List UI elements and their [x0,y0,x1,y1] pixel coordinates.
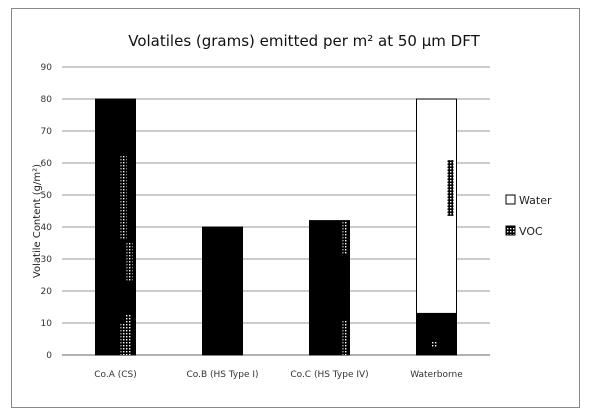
legend-label-water: Water [519,194,552,207]
x-tick-labels: Co.A (CS) Co.B (HS Type I) Co.C (HS Type I… [94,370,463,380]
legend-swatch-voc [505,225,516,236]
y-tick-label: 20 [41,287,53,297]
y-tick-label: 0 [46,351,52,361]
y-axis-label: Volatile Content (g/m²) [32,164,43,278]
bar-texture [431,340,438,348]
legend-label-voc: VOC [519,225,543,238]
y-tick-label: 50 [41,191,53,201]
y-tick-label: 40 [41,223,53,233]
bar-texture [342,320,347,355]
bar-texture [447,160,454,216]
legend: Water VOC [505,194,552,238]
y-tick-label: 70 [41,127,53,137]
bars [95,98,457,356]
bar-voc-2 [202,226,243,356]
x-tick-label: Co.A (CS) [94,370,137,380]
bar-texture [120,323,127,355]
chart-frame: Volatiles (grams) emitted per m² at 50 µ… [11,8,580,408]
x-tick-label: Co.B (HS Type I) [186,370,258,380]
bar-texture [124,314,131,355]
chart-title: Volatiles (grams) emitted per m² at 50 µ… [128,32,480,50]
y-tick-label: 60 [41,159,53,169]
bar-texture [342,220,347,255]
y-tick-label: 90 [41,63,53,73]
x-tick-label: Waterborne [410,370,463,380]
y-tick-label: 80 [41,95,53,105]
legend-swatch-water [505,194,516,205]
x-tick-label: Co.C (HS Type IV) [290,370,368,380]
bar-texture [120,155,127,240]
bar-voc-4 [416,312,457,356]
y-tick-label: 10 [41,319,53,329]
bar-texture [126,242,133,281]
y-tick-labels: 0 10 20 30 40 50 60 70 80 90 [41,63,53,361]
chart: Volatiles (grams) emitted per m² at 50 µ… [32,32,552,380]
bar-voc-1 [95,98,136,356]
y-tick-label: 30 [41,255,53,265]
